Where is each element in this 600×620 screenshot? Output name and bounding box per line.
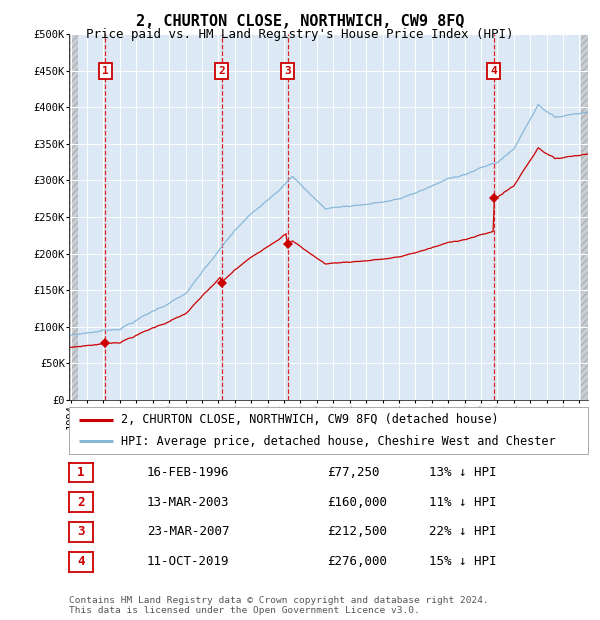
Text: Price paid vs. HM Land Registry's House Price Index (HPI): Price paid vs. HM Land Registry's House … xyxy=(86,28,514,41)
Text: 23-MAR-2007: 23-MAR-2007 xyxy=(147,526,229,538)
Text: 2: 2 xyxy=(77,496,85,508)
Text: 15% ↓ HPI: 15% ↓ HPI xyxy=(429,556,497,568)
Text: 13% ↓ HPI: 13% ↓ HPI xyxy=(429,466,497,479)
Text: 11% ↓ HPI: 11% ↓ HPI xyxy=(429,496,497,508)
Text: 3: 3 xyxy=(77,526,85,538)
Bar xyxy=(581,34,588,400)
Text: 3: 3 xyxy=(284,66,291,76)
Text: HPI: Average price, detached house, Cheshire West and Chester: HPI: Average price, detached house, Ches… xyxy=(121,435,556,448)
Text: 2, CHURTON CLOSE, NORTHWICH, CW9 8FQ: 2, CHURTON CLOSE, NORTHWICH, CW9 8FQ xyxy=(136,14,464,29)
Text: £160,000: £160,000 xyxy=(327,496,387,508)
Text: 22% ↓ HPI: 22% ↓ HPI xyxy=(429,526,497,538)
Bar xyxy=(69,34,77,400)
Text: £77,250: £77,250 xyxy=(327,466,380,479)
Text: 2: 2 xyxy=(218,66,225,76)
Text: Contains HM Land Registry data © Crown copyright and database right 2024.
This d: Contains HM Land Registry data © Crown c… xyxy=(69,596,489,615)
Text: 1: 1 xyxy=(102,66,109,76)
Text: £276,000: £276,000 xyxy=(327,556,387,568)
Text: 4: 4 xyxy=(77,556,85,568)
Text: 1: 1 xyxy=(77,466,85,479)
Text: 2, CHURTON CLOSE, NORTHWICH, CW9 8FQ (detached house): 2, CHURTON CLOSE, NORTHWICH, CW9 8FQ (de… xyxy=(121,414,499,427)
Text: 11-OCT-2019: 11-OCT-2019 xyxy=(147,556,229,568)
Text: 13-MAR-2003: 13-MAR-2003 xyxy=(147,496,229,508)
Text: 16-FEB-1996: 16-FEB-1996 xyxy=(147,466,229,479)
Text: 4: 4 xyxy=(490,66,497,76)
Text: £212,500: £212,500 xyxy=(327,526,387,538)
